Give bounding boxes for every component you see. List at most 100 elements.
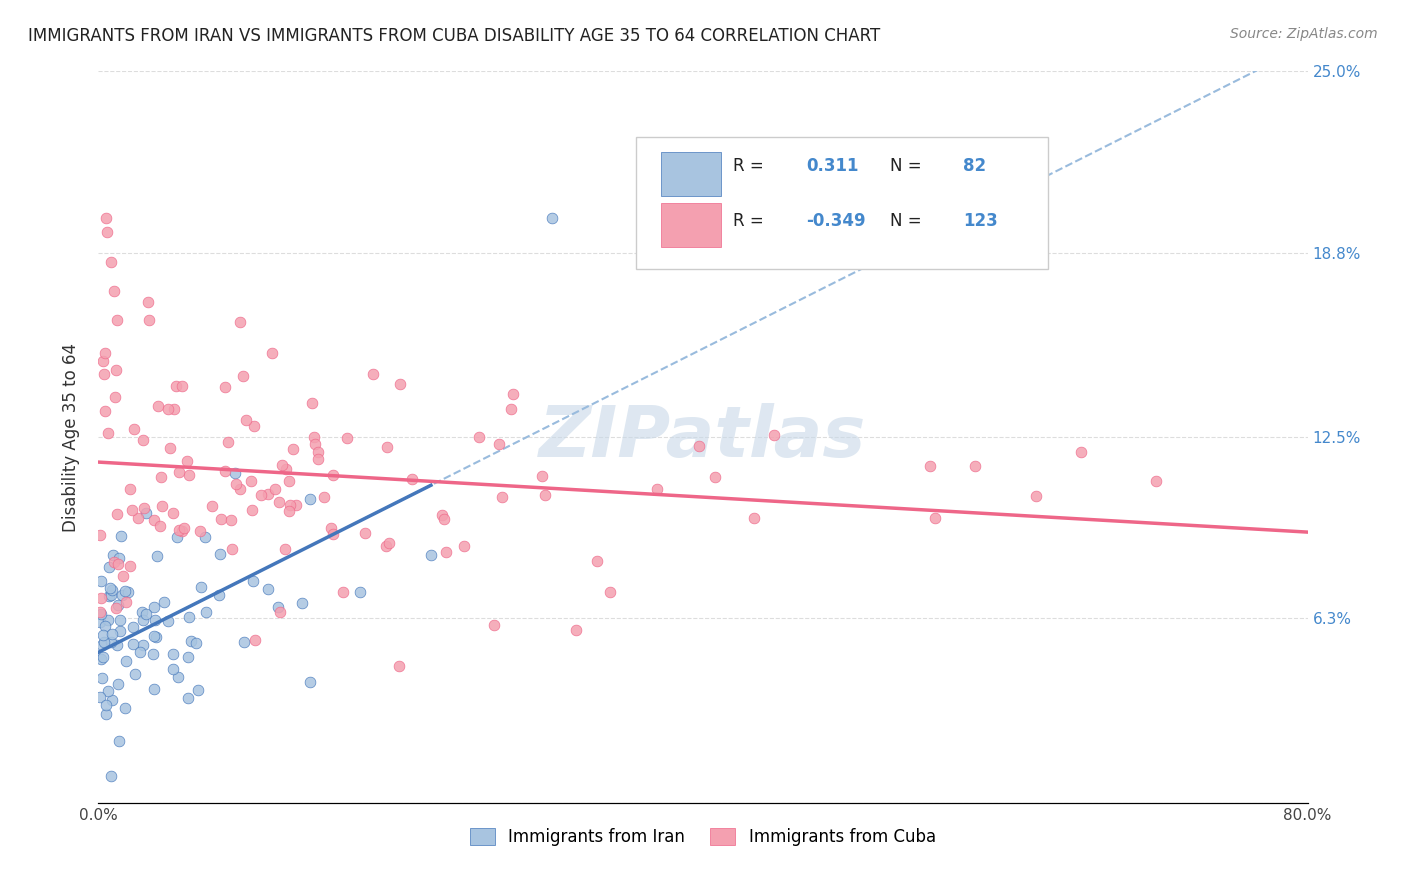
Point [100,692,122,706]
Point [100,635,122,649]
Point [108,551,131,566]
Point [90,607,112,621]
Point [269,495,291,509]
Point [105,362,128,376]
Point [1144,474,1167,488]
Point [135,607,157,622]
Point [128,645,150,659]
Point [101,582,124,597]
Point [97,589,120,603]
Point [142,681,165,696]
Point [322,468,344,483]
Point [94,404,117,418]
Point [150,499,173,513]
Point [304,436,326,450]
Point [173,521,195,535]
Point [122,637,145,651]
Point [134,500,156,515]
Legend: Immigrants from Iran, Immigrants from Cuba: Immigrants from Iran, Immigrants from Cu… [464,822,942,853]
Point [159,441,181,455]
Point [274,541,297,556]
Point [107,598,129,612]
Point [232,368,254,383]
Bar [661,203,721,247]
Point [172,524,194,539]
Point [96,614,118,628]
Point [530,469,553,483]
Point [918,459,941,474]
Bar [661,152,721,195]
Point [100,254,122,268]
Point [142,647,165,661]
Point [177,690,200,705]
Point [143,613,166,627]
Point [209,512,232,526]
Point [239,474,262,488]
Point [104,390,127,404]
Point [110,613,132,627]
Text: Source: ZipAtlas.com: Source: ZipAtlas.com [1230,27,1378,41]
Point [208,588,231,602]
Point [177,468,200,483]
Point [170,378,193,392]
Point [195,606,218,620]
Point [742,510,765,524]
Text: N =: N = [890,212,922,230]
Point [201,499,224,513]
Point [96,707,118,722]
Point [190,580,212,594]
Point [291,596,314,610]
Point [194,530,217,544]
Point [135,506,157,520]
Point [111,588,134,602]
Point [298,674,321,689]
Point [91,650,114,665]
Point [502,386,524,401]
Point [153,594,176,608]
Point [117,584,139,599]
Point [156,401,179,416]
Point [98,581,121,595]
Point [453,539,475,553]
Text: N =: N = [890,158,922,176]
Point [107,557,129,571]
Point [91,353,114,368]
Point [105,507,128,521]
Point [388,658,411,673]
Point [138,312,160,326]
Point [108,733,131,747]
Point [121,620,143,634]
Text: ZIPatlas: ZIPatlas [540,402,866,472]
Point [243,418,266,433]
Point [89,528,111,542]
Point [93,368,115,382]
Point [965,459,987,474]
Text: R =: R = [734,212,763,230]
Point [688,439,710,453]
Point [132,613,155,627]
Point [240,503,263,517]
Point [186,636,208,650]
Point [499,402,522,417]
Point [434,545,457,559]
Point [162,647,184,661]
Point [208,547,231,561]
Point [122,422,145,436]
Point [224,466,246,480]
Point [107,677,129,691]
Point [120,559,142,574]
Point [468,430,491,444]
Point [264,482,287,496]
FancyBboxPatch shape [637,137,1047,268]
Point [249,488,271,502]
Point [145,630,167,644]
Point [243,632,266,647]
Point [645,482,668,496]
Point [276,462,298,476]
Point [565,623,588,637]
Point [1024,489,1046,503]
Point [433,512,456,526]
Point [114,701,136,715]
Point [762,428,785,442]
Point [136,295,159,310]
